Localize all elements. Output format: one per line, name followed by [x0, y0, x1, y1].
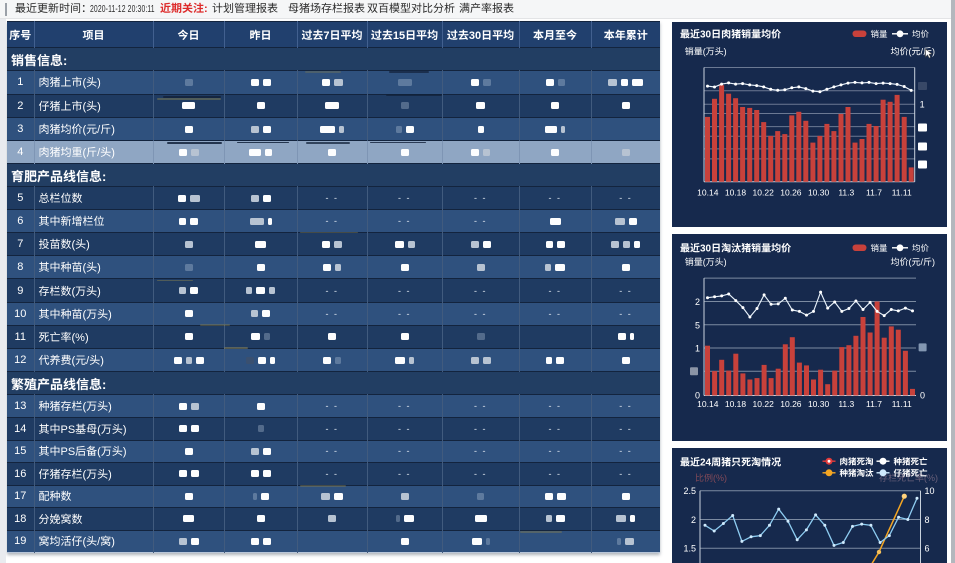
svg-text:10.26: 10.26 — [780, 188, 802, 198]
svg-text:5: 5 — [695, 320, 700, 330]
svg-text:销量(万头): 销量(万头) — [685, 257, 727, 267]
svg-text:2.5: 2.5 — [683, 486, 696, 496]
svg-text:10.30: 10.30 — [808, 399, 830, 409]
svg-text:10.30: 10.30 — [808, 188, 830, 198]
svg-text:11.7: 11.7 — [866, 399, 882, 409]
svg-text:比例(%): 比例(%) — [695, 473, 727, 483]
svg-text:11.11: 11.11 — [892, 399, 912, 409]
svg-text:11.7: 11.7 — [866, 188, 882, 198]
svg-text:10.22: 10.22 — [753, 399, 775, 409]
svg-text:10.18: 10.18 — [725, 188, 747, 198]
svg-text:种猪死亡: 种猪死亡 — [894, 456, 929, 466]
svg-text:1: 1 — [695, 344, 700, 354]
svg-text:种猪淘汰: 种猪淘汰 — [840, 468, 875, 478]
svg-text:均价: 均价 — [912, 243, 930, 253]
svg-text:销量: 销量 — [871, 29, 889, 39]
svg-text:10.14: 10.14 — [697, 188, 719, 198]
svg-text:销量(万头): 销量(万头) — [685, 47, 727, 57]
svg-text:10.22: 10.22 — [753, 188, 775, 198]
svg-text:均价(元/斤): 均价(元/斤) — [891, 257, 936, 267]
svg-text:2: 2 — [691, 515, 696, 525]
svg-text:存栏死亡率(%): 存栏死亡率(%) — [879, 473, 938, 483]
svg-text:2: 2 — [695, 297, 700, 307]
svg-text:11.3: 11.3 — [838, 188, 854, 198]
svg-text:10.14: 10.14 — [697, 399, 719, 409]
svg-text:11.11: 11.11 — [892, 188, 912, 198]
svg-text:10.18: 10.18 — [725, 399, 747, 409]
svg-text:11.3: 11.3 — [838, 399, 854, 409]
svg-text:0: 0 — [695, 391, 700, 401]
svg-text:10: 10 — [925, 486, 935, 496]
svg-text:10.26: 10.26 — [780, 399, 802, 409]
svg-text:0: 0 — [920, 391, 925, 401]
svg-text:肉猪死淘: 肉猪死淘 — [840, 456, 874, 466]
svg-text:均价: 均价 — [912, 29, 930, 39]
svg-text:最近30日淘汰猪销量均价: 最近30日淘汰猪销量均价 — [680, 243, 791, 255]
svg-text:1.5: 1.5 — [683, 544, 696, 554]
svg-text:最近24周猪只死淘情况: 最近24周猪只死淘情况 — [680, 457, 781, 469]
svg-text:销量: 销量 — [871, 243, 889, 253]
svg-text:1: 1 — [920, 99, 925, 109]
svg-text:6: 6 — [925, 544, 930, 554]
svg-text:8: 8 — [925, 515, 930, 525]
svg-text:仔猪死亡: 仔猪死亡 — [894, 468, 929, 478]
svg-text:最近30日肉猪销量均价: 最近30日肉猪销量均价 — [680, 29, 781, 41]
svg-text:均价(元/斤): 均价(元/斤) — [891, 47, 936, 57]
